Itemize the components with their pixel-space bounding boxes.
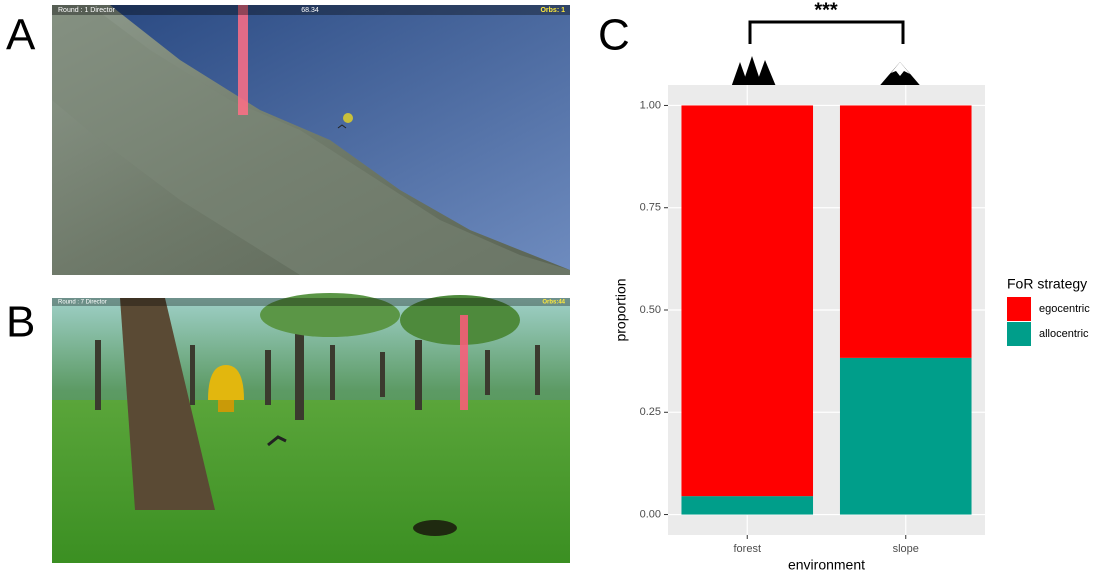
hud-left: Round : 7 Director: [58, 300, 107, 306]
y-tick-label: 0.25: [640, 406, 661, 418]
y-tick-label: 0.75: [640, 202, 661, 214]
y-tick-label: 1.00: [640, 99, 661, 111]
hud-center: 68.34: [301, 7, 319, 14]
x-tick-label: forest: [733, 543, 761, 555]
y-tick-label: 0.00: [640, 508, 661, 520]
panel-label: A: [6, 11, 36, 60]
panel-label: B: [6, 298, 35, 347]
bar-segment: [840, 105, 972, 357]
panel-label: C: [598, 11, 630, 60]
legend-key: [1007, 322, 1031, 346]
legend-title: FoR strategy: [1007, 276, 1087, 292]
bar-segment: [840, 358, 972, 515]
legend-label: allocentric: [1039, 328, 1089, 340]
hud-right: Orbs:44: [542, 300, 565, 306]
panel-a-screenshot: Round : 1 Director 68.34 Orbs: 1: [52, 5, 570, 275]
x-tick-label: slope: [893, 543, 919, 555]
figure: Round : 1 Director 68.34 Orbs: 1 Round :…: [0, 0, 1094, 577]
chart: 0.00 0.25 0.50 0.75 1.00 forest slope environme…: [613, 85, 1091, 573]
significance-bracket: [750, 22, 903, 44]
y-tick-label: 0.50: [640, 304, 661, 316]
significance: ***: [814, 0, 838, 21]
y-axis-title: proportion: [613, 278, 629, 341]
bar-segment: [681, 496, 813, 514]
bar-segment: [681, 105, 813, 496]
hud-left: Round : 1 Director: [58, 7, 115, 14]
figure-canvas: Round : 1 Director 68.34 Orbs: 1 Round :…: [0, 0, 1094, 577]
x-axis-title: environment: [788, 557, 865, 573]
panel-b-screenshot: Round : 7 Director Orbs:44: [52, 293, 570, 563]
legend-label: egocentric: [1039, 303, 1090, 315]
hud-right: Orbs: 1: [540, 7, 565, 14]
legend-key: [1007, 297, 1031, 321]
